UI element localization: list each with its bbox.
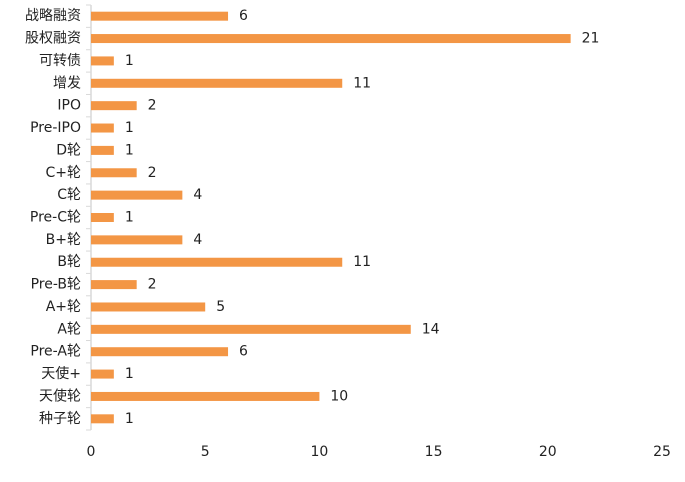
- bar[interactable]: [91, 324, 411, 334]
- bar[interactable]: [91, 123, 114, 133]
- category-label: 股权融资: [25, 31, 81, 47]
- bar[interactable]: [91, 213, 114, 222]
- bar[interactable]: [91, 302, 206, 312]
- bar[interactable]: [91, 414, 114, 424]
- data-label: 11: [353, 254, 371, 270]
- data-label: 2: [148, 98, 157, 114]
- bar[interactable]: [91, 369, 114, 379]
- category-label: A+轮: [46, 299, 81, 315]
- category-label: 可转债: [39, 53, 81, 69]
- bar[interactable]: [91, 101, 137, 111]
- x-tick-label: 10: [310, 444, 328, 460]
- bar[interactable]: [91, 190, 183, 200]
- category-label: B轮: [57, 254, 81, 270]
- data-label: 4: [193, 232, 202, 248]
- data-label: 5: [216, 299, 225, 315]
- bar[interactable]: [91, 11, 229, 21]
- data-label: 21: [582, 31, 600, 47]
- data-label: 11: [353, 75, 371, 91]
- category-label: Pre-B轮: [31, 277, 81, 293]
- bar[interactable]: [91, 235, 183, 245]
- data-label: 4: [193, 187, 202, 203]
- data-label: 14: [422, 321, 440, 337]
- bar[interactable]: [91, 391, 320, 401]
- x-tick-label: 15: [425, 444, 443, 460]
- data-label: 6: [239, 8, 248, 24]
- data-label: 1: [125, 366, 134, 382]
- category-label: 种子轮: [39, 411, 81, 427]
- category-label: A轮: [57, 321, 81, 337]
- data-label: 1: [125, 142, 134, 158]
- bar[interactable]: [91, 280, 137, 290]
- category-label: Pre-A轮: [30, 344, 81, 360]
- x-tick-label: 20: [539, 444, 557, 460]
- x-tick-label: 0: [87, 444, 96, 460]
- data-label: 6: [239, 344, 248, 360]
- bar[interactable]: [91, 56, 114, 66]
- category-label: 增发: [53, 75, 81, 91]
- data-label: 1: [125, 53, 134, 69]
- category-label: Pre-IPO: [30, 120, 81, 136]
- data-label: 1: [125, 210, 134, 226]
- data-label: 1: [125, 120, 134, 136]
- category-label: D轮: [56, 142, 81, 158]
- category-label: 战略融资: [25, 8, 81, 24]
- category-label: Pre-C轮: [30, 210, 81, 226]
- bar[interactable]: [91, 257, 343, 267]
- bar[interactable]: [91, 168, 137, 178]
- x-tick-label: 5: [201, 444, 210, 460]
- data-label: 2: [148, 277, 157, 293]
- category-label: C轮: [57, 187, 81, 203]
- x-tick-label: 25: [653, 444, 671, 460]
- category-label: 天使轮: [39, 387, 81, 404]
- bar[interactable]: [91, 347, 229, 357]
- bar[interactable]: [91, 78, 343, 88]
- data-label: 10: [330, 388, 348, 404]
- data-label: 1: [125, 411, 134, 427]
- bar[interactable]: [91, 34, 571, 44]
- category-label: IPO: [57, 98, 81, 114]
- data-label: 2: [148, 165, 157, 181]
- bar[interactable]: [91, 145, 114, 155]
- category-label: 天使+: [41, 365, 81, 382]
- category-label: B+轮: [46, 232, 81, 248]
- category-label: C+轮: [45, 165, 81, 181]
